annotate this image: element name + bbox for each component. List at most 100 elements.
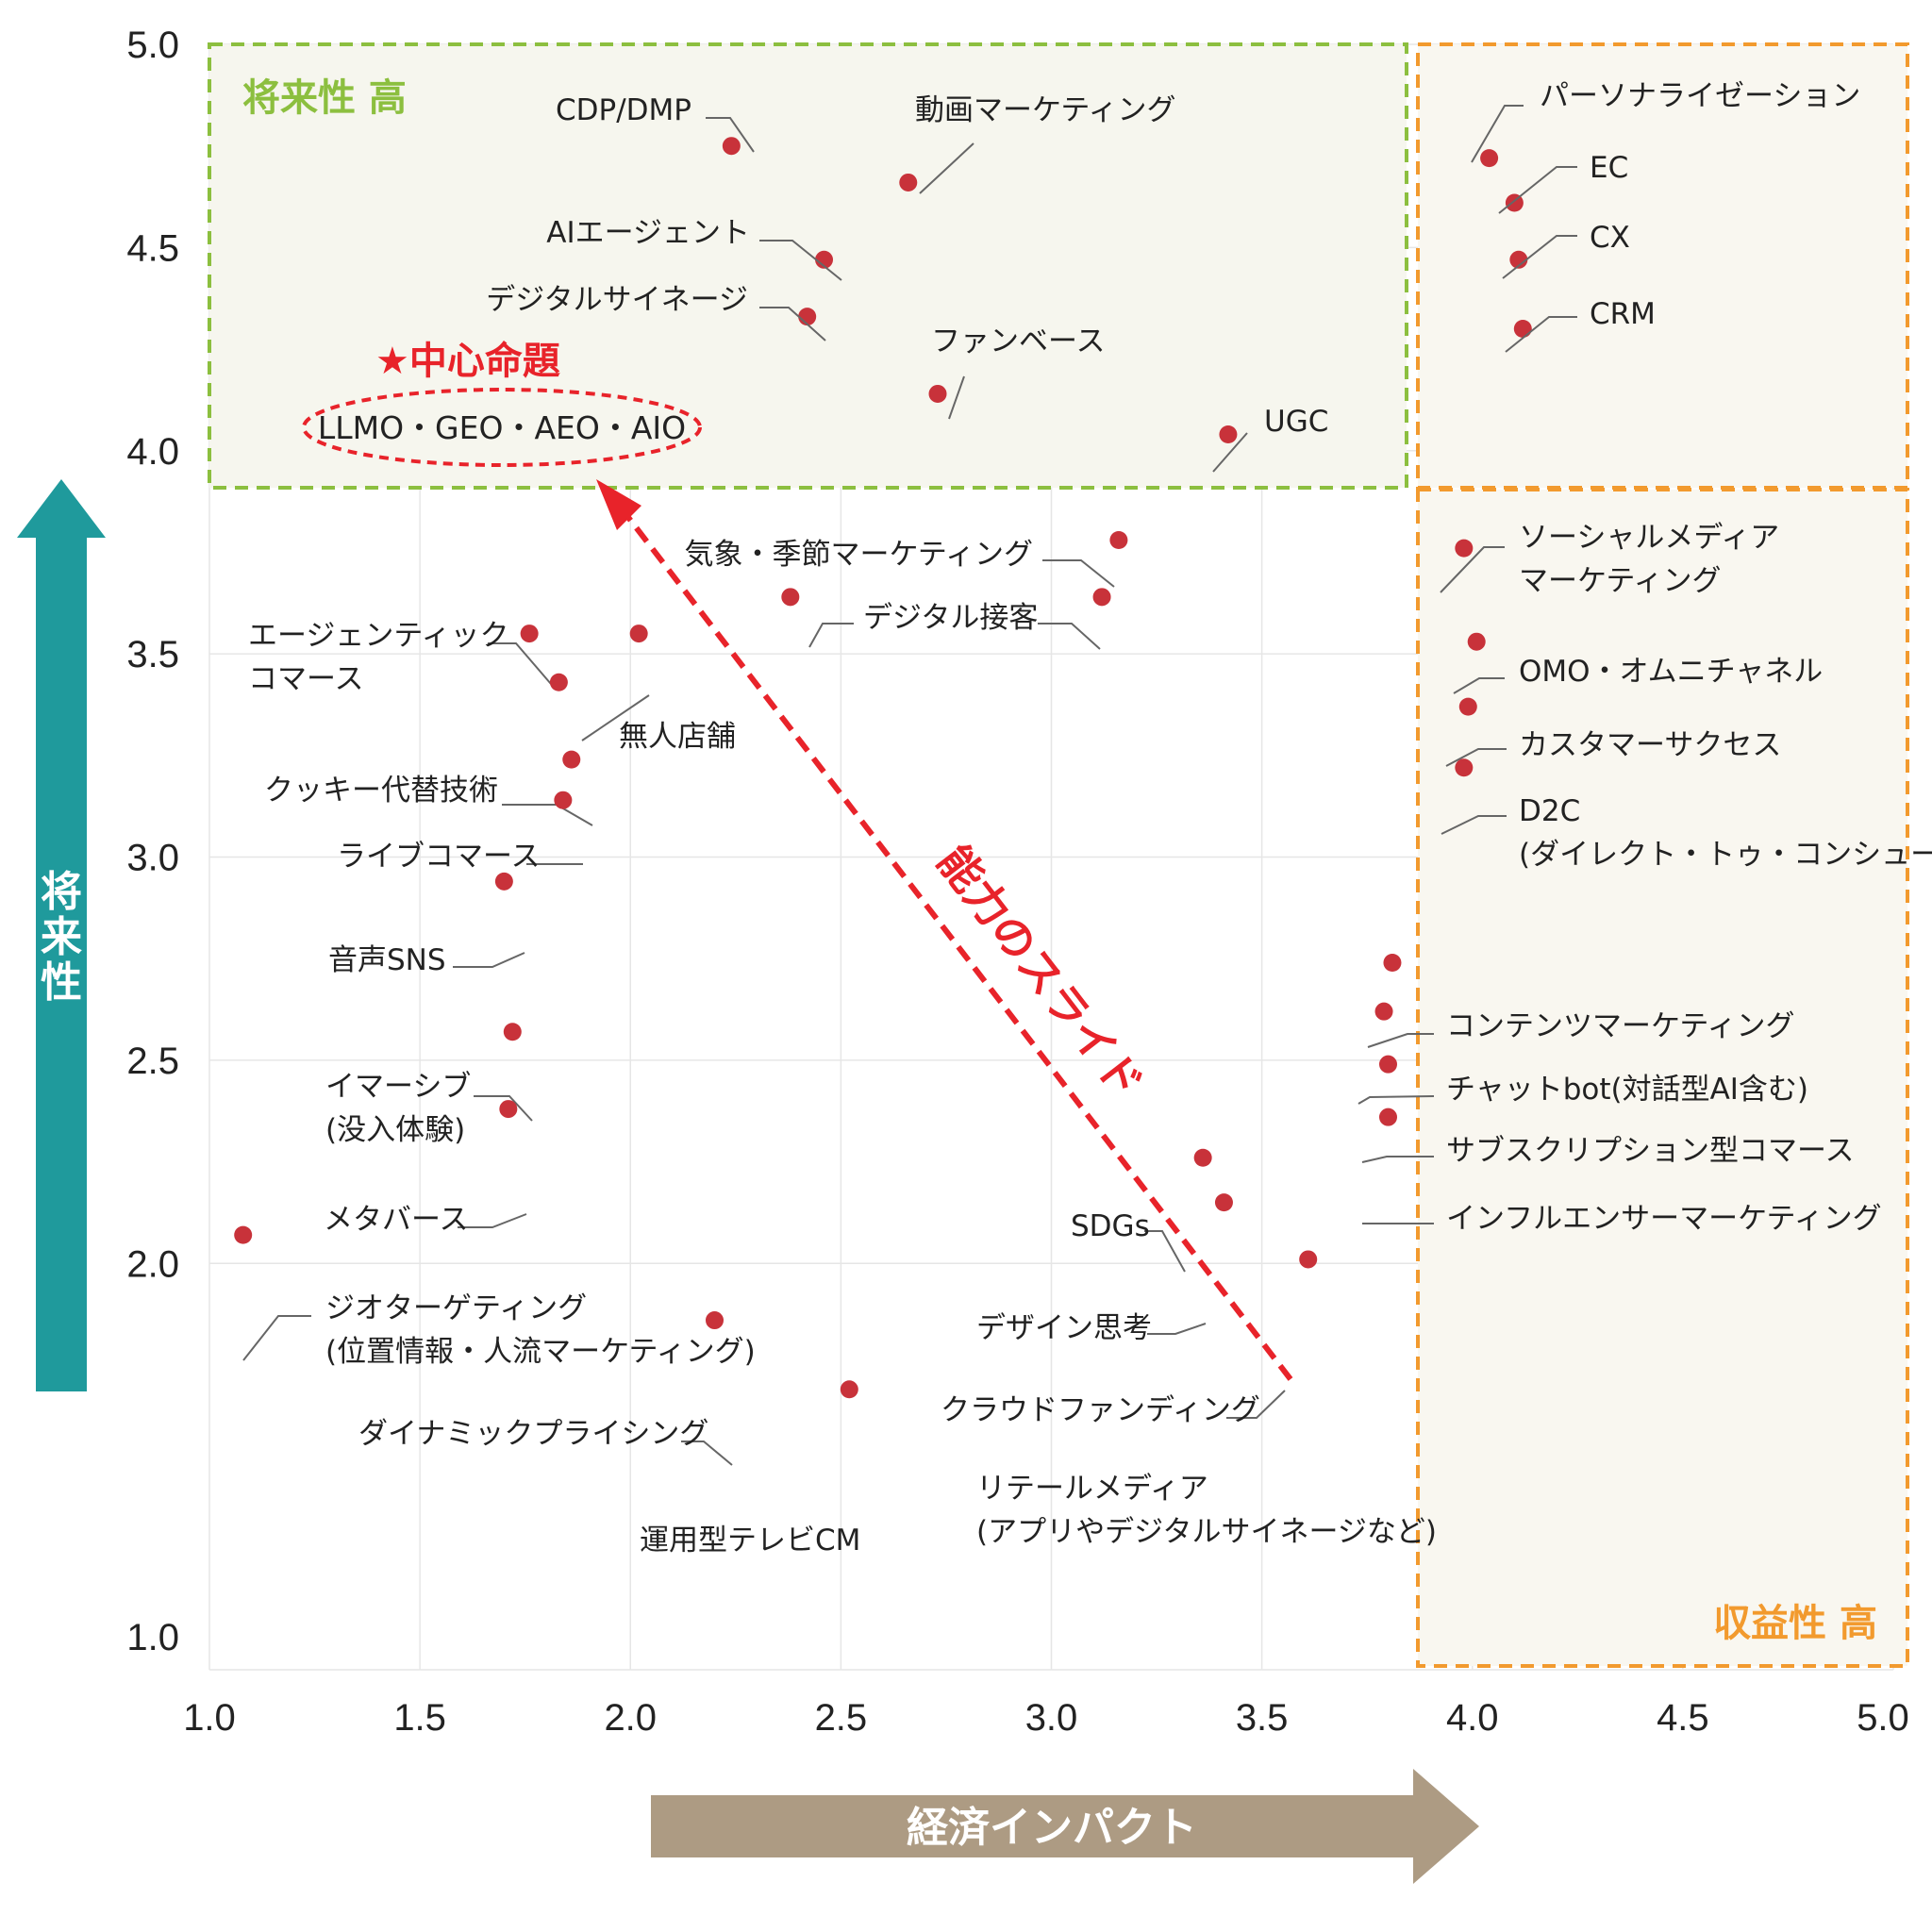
point-label-line: クラウドファンディング (941, 1393, 1260, 1427)
point-group-25: デザイン思考 (976, 1193, 1233, 1345)
zone-label-profit-high: 収益性 高 (1713, 1602, 1877, 1645)
point-label-line: マーケティング (1519, 564, 1722, 598)
leader-line-33-0 (1357, 1095, 1435, 1105)
point-label-18: 音声SNS (328, 943, 446, 977)
point-label-34: サブスクリプション型コマース (1446, 1134, 1854, 1168)
x-axis-arrow (651, 1769, 1479, 1884)
data-point-18 (494, 872, 513, 891)
point-label-17: ライブコマース (337, 840, 540, 874)
x-tick-label-5: 3.5 (1236, 1697, 1289, 1739)
data-point-10 (1109, 531, 1128, 550)
data-point-24 (1193, 1148, 1212, 1167)
point-label-26: クラウドファンディング (941, 1393, 1260, 1427)
point-label-line: 動画マーケティング (915, 93, 1176, 127)
data-point-29 (1467, 632, 1486, 651)
y-axis-title-char: 将 (41, 868, 82, 916)
y-tick-label-2: 2.5 (126, 1041, 179, 1082)
point-group-19: イマーシブ (没入体験) (325, 1023, 533, 1147)
data-point-14 (549, 673, 568, 691)
point-group-32: コンテンツマーケティング (1367, 953, 1795, 1048)
point-label-line: 運用型テレビCM (640, 1524, 860, 1557)
y-axis-title-char: 来 (41, 913, 82, 961)
highlight-ellipse (302, 388, 702, 467)
zone-profit-high-lower (1416, 488, 1909, 1668)
point-group-7: EC (1498, 151, 1628, 214)
point-label-20: メタバース (324, 1203, 468, 1237)
data-point-34 (1379, 1055, 1397, 1074)
data-point-33 (1374, 1002, 1393, 1021)
y-tick-label-3: 3.0 (126, 838, 179, 879)
point-label-31: D2C (ダイレクト・トゥ・コンシューマー) (1519, 794, 1932, 872)
leader-line-32-0 (1367, 1033, 1434, 1048)
leader-line-8-0 (1502, 235, 1577, 279)
leader-line-11-1 (808, 623, 854, 648)
x-tick-label-3: 2.5 (815, 1697, 868, 1739)
point-group-12 (781, 588, 800, 607)
leader-line-29-0 (1453, 677, 1505, 694)
point-group-6: パーソナライゼーション (1471, 79, 1860, 168)
leader-line-30-0 (1445, 748, 1507, 767)
point-label-line: ジオターゲティング (325, 1291, 587, 1325)
point-group-27: リテールメディア (アプリやデジタルサイネージなど) (976, 1472, 1437, 1549)
point-group-34: サブスクリプション型コマース (1361, 1055, 1854, 1168)
point-label-line: エージェンティック (248, 619, 509, 653)
data-point-26 (1299, 1250, 1318, 1269)
data-point-0 (722, 137, 741, 156)
leader-line-34-0 (1361, 1156, 1434, 1163)
point-label-line: AIエージェント (546, 216, 750, 250)
point-label-line: ファンベース (931, 325, 1105, 358)
leader-line-24-0 (1144, 1230, 1186, 1273)
point-group-33: チャットbot(対話型AI含む) (1357, 1002, 1808, 1107)
point-label-line: デジタル接客 (863, 601, 1038, 635)
point-label-line: ソーシャルメディア (1519, 521, 1779, 555)
point-group-4: ファンベース (928, 325, 1105, 420)
point-label-line: デジタルサイネージ (486, 283, 748, 317)
y-axis-arrow (17, 479, 106, 1391)
zone-profit-high-upper (1416, 42, 1909, 490)
y-tick-label-5: 4.0 (126, 431, 179, 473)
slide-label: 能力のスライド (927, 836, 1153, 1108)
point-label-line: デザイン思考 (976, 1311, 1152, 1345)
y-axis-title-char: 性 (41, 958, 82, 1007)
y-tick-labels: 1.0 2.0 2.5 3.0 3.5 4.0 4.5 5.0 (126, 25, 179, 1658)
point-label-13: エージェンティックコマース (248, 619, 509, 696)
point-label-29: OMO・オムニチャネル (1519, 655, 1823, 689)
point-group-31: D2C (ダイレクト・トゥ・コンシューマー) (1441, 758, 1932, 872)
point-label-3: デジタルサイネージ (486, 283, 748, 317)
point-label-6: パーソナライゼーション (1540, 79, 1860, 113)
point-label-23: 運用型テレビCM (640, 1524, 860, 1557)
point-label-line: CDP/DMP (556, 93, 691, 127)
point-label-line: (ダイレクト・トゥ・コンシューマー) (1519, 838, 1932, 872)
point-label-line: ダイナミックプライシング (358, 1417, 708, 1451)
point-group-1: 動画マーケティング (899, 93, 1176, 194)
point-group-17: ライブコマース (337, 791, 583, 874)
data-point-30 (1458, 697, 1477, 716)
zone-label-future-high: 将来性 高 (242, 76, 407, 120)
point-label-line: メタバース (324, 1203, 468, 1237)
leader-line-21-0 (242, 1315, 311, 1361)
point-group-21: ジオターゲティング (位置情報・人流マーケティング) (234, 1225, 756, 1369)
leader-line-5-0 (1212, 432, 1248, 473)
leader-line-7-0 (1498, 166, 1577, 214)
x-tick-label-7: 4.5 (1657, 1697, 1709, 1739)
leader-line-4-0 (948, 375, 965, 420)
data-point-5 (1219, 425, 1238, 444)
point-label-21: ジオターゲティング (位置情報・人流マーケティング) (325, 1291, 756, 1369)
point-group-3: デジタルサイネージ (486, 283, 826, 341)
data-point-6 (1480, 149, 1499, 168)
point-label-line: D2C (1519, 794, 1580, 828)
leader-line-6-0 (1471, 105, 1524, 163)
point-label-line: イマーシブ (325, 1070, 471, 1104)
data-point-16 (562, 750, 581, 769)
data-point-35 (1379, 1108, 1397, 1126)
point-label-24: SDGs (1071, 1209, 1150, 1243)
point-label-line: 気象・季節マーケティング (684, 538, 1033, 572)
point-label-5: UGC (1264, 405, 1328, 439)
data-point-1 (899, 173, 918, 192)
data-point-32 (1383, 953, 1402, 972)
leader-line-19-0 (474, 1095, 533, 1122)
point-group-8: CX (1502, 221, 1630, 279)
point-label-line: チャットbot(対話型AI含む) (1446, 1073, 1808, 1107)
point-label-line: カスタマーサクセス (1519, 728, 1781, 762)
point-label-line: コンテンツマーケティング (1446, 1009, 1795, 1043)
